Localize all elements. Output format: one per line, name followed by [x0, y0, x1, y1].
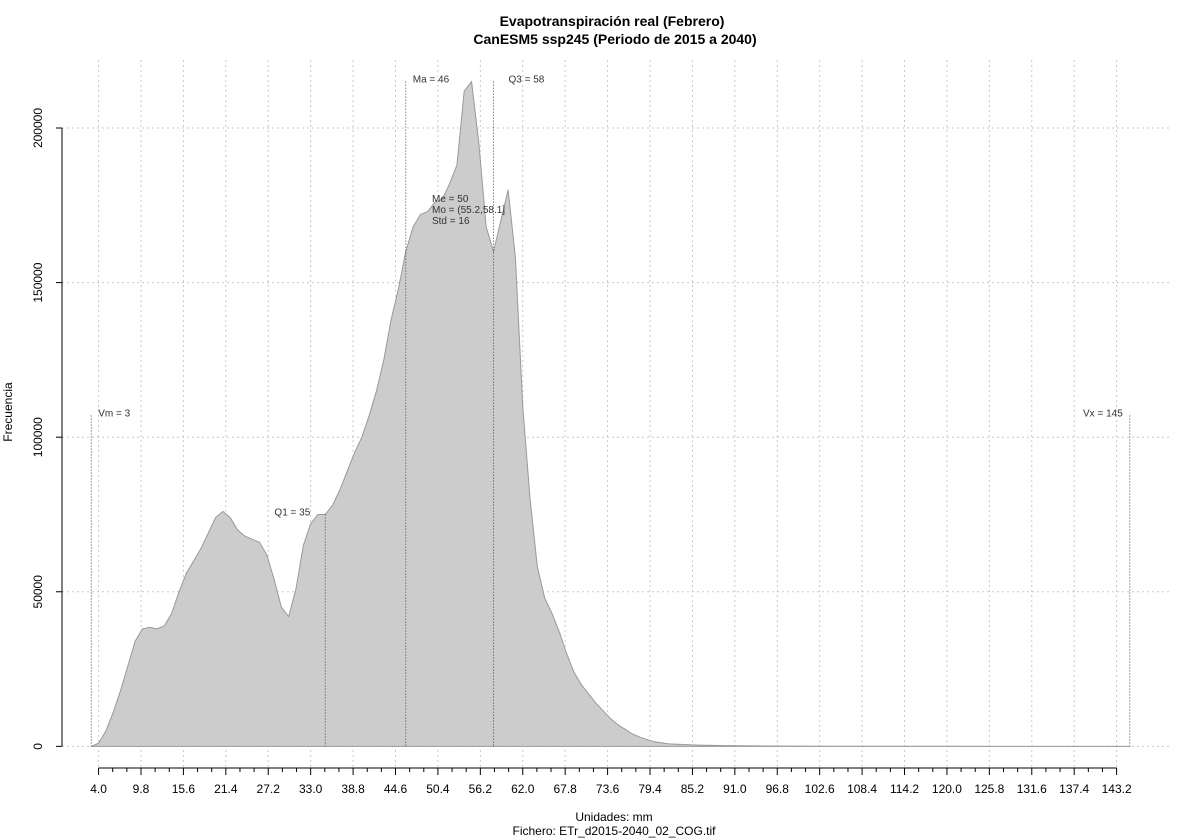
x-tick-label: 38.8: [341, 782, 365, 796]
stat-label-ma: Ma = 46: [413, 75, 450, 86]
chart-title: Evapotranspiración real (Febrero): [500, 13, 725, 29]
x-tick-label: 91.0: [723, 782, 747, 796]
x-tick-label: 96.8: [766, 782, 790, 796]
x-tick-label: 4.0: [90, 782, 107, 796]
y-tick-label: 0: [31, 743, 45, 750]
axes: 0 50000 100000 150000 200000 4.0 9.8 15.6 21.4 27…: [31, 108, 1132, 796]
x-tick-label: 137.4: [1059, 782, 1089, 796]
frequency-area: [91, 80, 1130, 747]
x-tick-label: 108.4: [847, 782, 877, 796]
x-axis-label: Unidades: mm: [575, 810, 652, 824]
x-tick-label: 114.2: [890, 782, 919, 796]
stat-box-line: Std = 16: [432, 216, 470, 227]
x-tick-label: 9.8: [133, 782, 150, 796]
stat-markers: Vm = 3 Q1 = 35 Ma = 46 Q3 = 58 Vx = 145 Me = …: [90, 75, 1131, 747]
x-tick-label: 102.6: [805, 782, 835, 796]
x-tick-label: 56.2: [469, 782, 493, 796]
x-tick-label: 50.4: [426, 782, 450, 796]
x-tick-label: 27.2: [257, 782, 281, 796]
stat-label-q1: Q1 = 35: [274, 507, 310, 518]
x-tick-label: 73.6: [596, 782, 620, 796]
y-tick-label: 100000: [31, 417, 45, 457]
y-tick-label: 50000: [31, 575, 45, 609]
x-tick-label: 120.0: [932, 782, 962, 796]
stat-box-line: Mo = (55.2,58.1]: [432, 205, 505, 216]
stat-label-vx: Vx = 145: [1083, 409, 1123, 420]
x-tick-label: 33.0: [299, 782, 323, 796]
plot-area: [91, 80, 1130, 747]
x-tick-label: 79.4: [638, 782, 662, 796]
stat-box-line: Me = 50: [432, 194, 469, 205]
x-tick-label: 15.6: [172, 782, 196, 796]
x-tick-label: 131.6: [1017, 782, 1047, 796]
y-axis-label: Frecuencia: [1, 382, 15, 442]
x-tick-label: 21.4: [214, 782, 238, 796]
x-tick-label: 143.2: [1102, 782, 1132, 796]
x-tick-label: 44.6: [384, 782, 408, 796]
stat-label-q3: Q3 = 58: [508, 75, 544, 86]
x-tick-label: 67.8: [553, 782, 577, 796]
x-tick-label: 85.2: [681, 782, 705, 796]
y-tick-label: 150000: [31, 262, 45, 302]
stat-label-vm: Vm = 3: [98, 409, 130, 420]
x-tick-label: 62.0: [511, 782, 535, 796]
y-tick-label: 200000: [31, 108, 45, 148]
chart-subtitle: CanESM5 ssp245 (Periodo de 2015 a 2040): [473, 31, 756, 47]
file-label: Fichero: ETr_d2015-2040_02_COG.tif: [513, 824, 717, 838]
x-tick-label: 125.8: [974, 782, 1004, 796]
